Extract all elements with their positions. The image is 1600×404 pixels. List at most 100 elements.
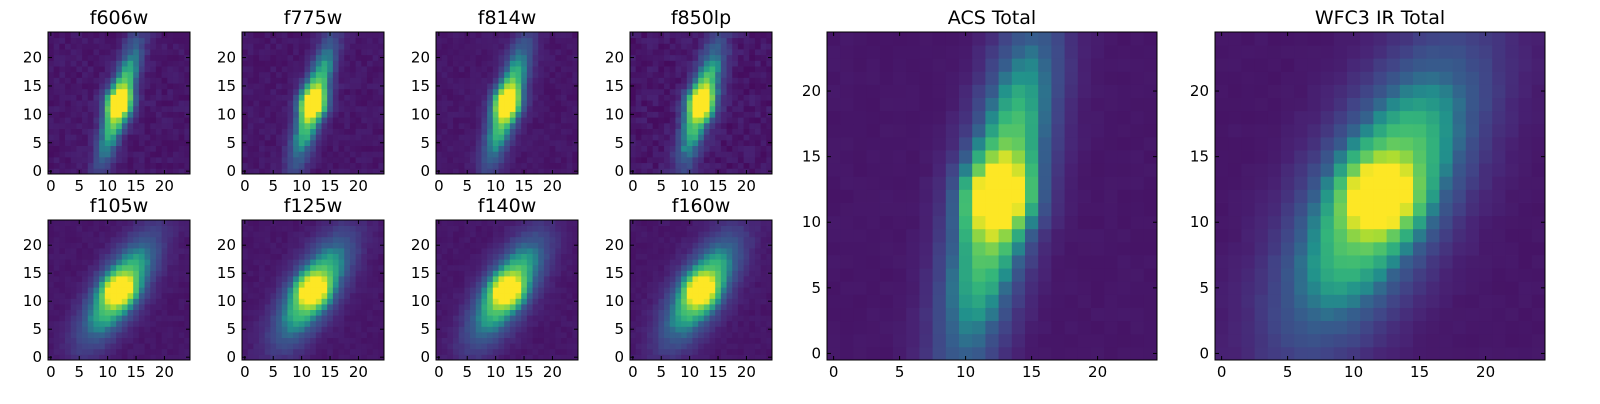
heatmap-cell bbox=[150, 60, 156, 66]
heatmap-cell bbox=[333, 310, 339, 316]
heatmap-cell bbox=[470, 123, 476, 129]
heatmap-cell bbox=[721, 151, 727, 157]
heatmap-cell bbox=[333, 151, 339, 157]
heatmap-cell bbox=[498, 66, 504, 72]
heatmap-cell bbox=[698, 38, 704, 44]
heatmap-cell bbox=[116, 38, 122, 44]
heatmap-cell bbox=[333, 66, 339, 72]
heatmap-cell bbox=[367, 112, 373, 118]
heatmap-cell bbox=[179, 151, 185, 157]
heatmap-cell bbox=[162, 140, 168, 146]
heatmap-cell bbox=[710, 129, 716, 135]
heatmap-cell bbox=[110, 248, 116, 254]
heatmap-cell bbox=[493, 265, 499, 271]
heatmap-cell bbox=[544, 151, 550, 157]
y-tick-label: 20 bbox=[411, 236, 430, 254]
heatmap-cell bbox=[179, 129, 185, 135]
heatmap-cell bbox=[527, 134, 533, 140]
heatmap-cell bbox=[184, 134, 190, 140]
heatmap-cell bbox=[350, 293, 356, 299]
heatmap-cell bbox=[145, 146, 151, 152]
heatmap-cell bbox=[498, 32, 504, 38]
heatmap-cell bbox=[179, 226, 185, 232]
heatmap-cell bbox=[510, 151, 516, 157]
heatmap-cell bbox=[105, 146, 111, 152]
heatmap-cell bbox=[344, 134, 350, 140]
heatmap-cell bbox=[282, 134, 288, 140]
heatmap-cell bbox=[59, 151, 65, 157]
heatmap-cell bbox=[538, 304, 544, 310]
heatmap-cell bbox=[333, 220, 339, 226]
heatmap-cell bbox=[538, 38, 544, 44]
heatmap-cell bbox=[82, 43, 88, 49]
heatmap-cell bbox=[373, 343, 379, 349]
heatmap-cell bbox=[698, 298, 704, 304]
heatmap-cell bbox=[550, 226, 556, 232]
heatmap-cell bbox=[82, 321, 88, 327]
heatmap-cell bbox=[242, 117, 248, 123]
heatmap-cell bbox=[184, 38, 190, 44]
heatmap-cell bbox=[504, 100, 510, 106]
heatmap-cell bbox=[572, 310, 578, 316]
y-tick-label: 5 bbox=[226, 134, 236, 152]
heatmap-cell bbox=[727, 321, 733, 327]
heatmap-cell bbox=[493, 72, 499, 78]
heatmap-cell bbox=[54, 270, 60, 276]
heatmap-cell bbox=[378, 123, 384, 129]
heatmap-cell bbox=[761, 112, 767, 118]
heatmap-cell bbox=[498, 231, 504, 237]
y-tick-label: 15 bbox=[23, 77, 42, 95]
x-tick-label: 10 bbox=[292, 177, 311, 195]
heatmap-cell bbox=[139, 55, 145, 61]
heatmap-cell bbox=[555, 231, 561, 237]
heatmap-cell bbox=[749, 310, 755, 316]
heatmap-cell bbox=[658, 140, 664, 146]
heatmap-cell bbox=[561, 66, 567, 72]
heatmap-cell bbox=[470, 140, 476, 146]
heatmap-cell bbox=[316, 106, 322, 112]
heatmap-cell bbox=[133, 237, 139, 243]
heatmap-cell bbox=[133, 310, 139, 316]
heatmap-cell bbox=[715, 304, 721, 310]
heatmap-cell bbox=[167, 287, 173, 293]
heatmap-cell bbox=[761, 100, 767, 106]
heatmap-cell bbox=[82, 168, 88, 174]
heatmap-cell bbox=[704, 55, 710, 61]
heatmap-cell bbox=[242, 304, 248, 310]
heatmap-cell bbox=[670, 332, 676, 338]
heatmap-cell bbox=[248, 265, 254, 271]
heatmap-cell bbox=[755, 315, 761, 321]
heatmap-cell bbox=[567, 151, 573, 157]
heatmap-cell bbox=[464, 231, 470, 237]
heatmap-cell bbox=[71, 38, 77, 44]
heatmap-cell bbox=[71, 349, 77, 355]
heatmap-cell bbox=[453, 106, 459, 112]
heatmap-cell bbox=[555, 163, 561, 169]
heatmap-cell bbox=[179, 140, 185, 146]
heatmap-cell bbox=[322, 94, 328, 100]
heatmap-cell bbox=[350, 77, 356, 83]
heatmap-cell bbox=[487, 89, 493, 95]
heatmap-cell bbox=[641, 112, 647, 118]
heatmap-cell bbox=[71, 112, 77, 118]
heatmap-cell bbox=[322, 332, 328, 338]
heatmap-cell bbox=[282, 168, 288, 174]
heatmap-cell bbox=[641, 349, 647, 355]
heatmap-cell bbox=[184, 265, 190, 271]
heatmap-cell bbox=[453, 134, 459, 140]
heatmap-cell bbox=[567, 226, 573, 232]
heatmap-cell bbox=[133, 248, 139, 254]
heatmap-cell bbox=[93, 146, 99, 152]
heatmap-cell bbox=[122, 282, 128, 288]
heatmap-cell bbox=[527, 338, 533, 344]
heatmap-cell bbox=[316, 55, 322, 61]
heatmap-cell bbox=[510, 315, 516, 321]
heatmap-cell bbox=[630, 282, 636, 288]
heatmap-cell bbox=[110, 83, 116, 89]
heatmap-cell bbox=[248, 129, 254, 135]
heatmap-cell bbox=[128, 332, 134, 338]
heatmap-cell bbox=[299, 134, 305, 140]
heatmap-cell bbox=[715, 276, 721, 282]
heatmap-cell bbox=[378, 66, 384, 72]
heatmap-cell bbox=[464, 338, 470, 344]
